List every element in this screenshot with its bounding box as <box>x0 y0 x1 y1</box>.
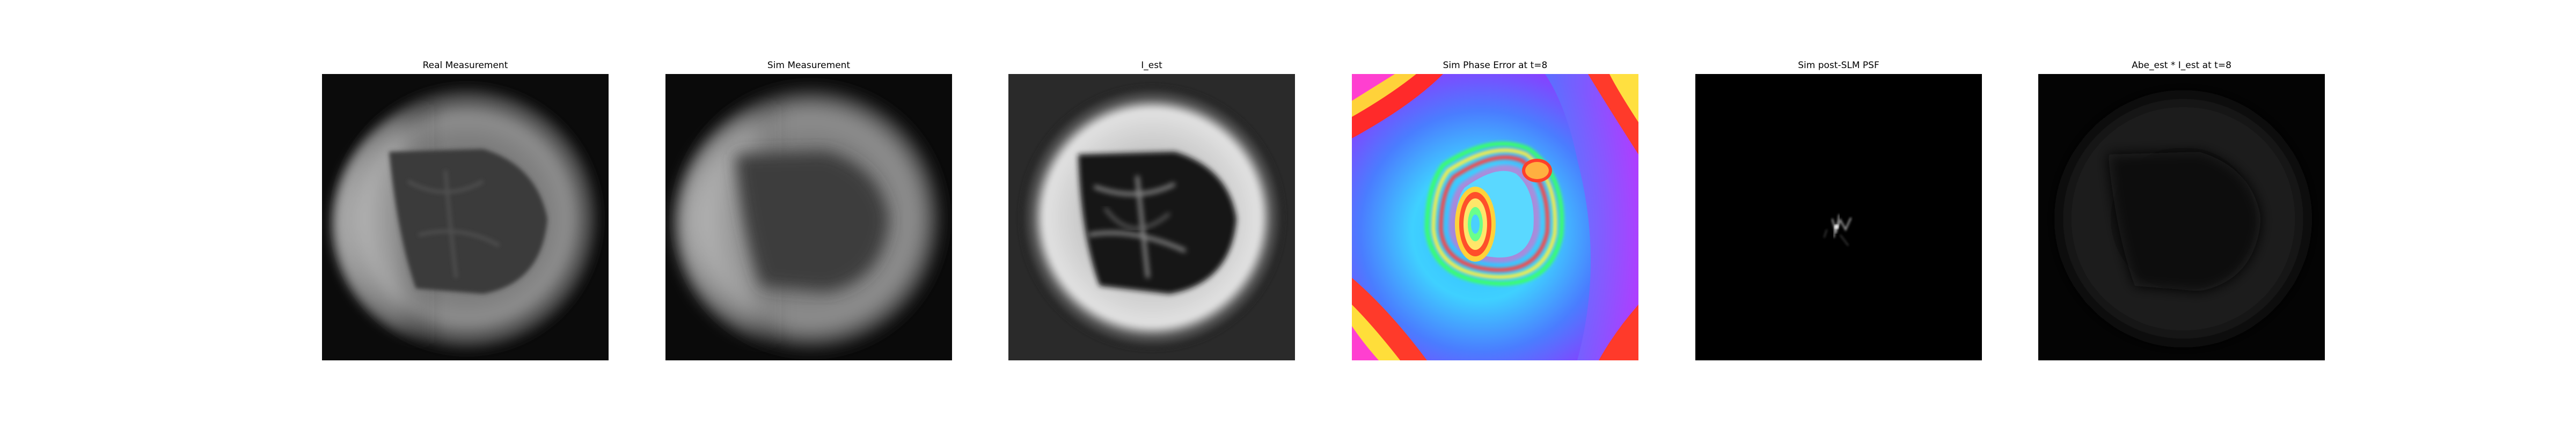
panel-title: Abe_est * I_est at t=8 <box>2132 60 2231 71</box>
abe-est-i-est-image <box>2038 74 2325 360</box>
panel-i-est: I_est <box>1008 58 1295 360</box>
sim-phase-error-image <box>1352 74 1638 360</box>
real-measurement-image <box>322 74 609 360</box>
panel-title: I_est <box>1141 60 1162 71</box>
panel-title: Real Measurement <box>422 60 508 71</box>
panel-real-measurement: Real Measurement <box>322 58 609 360</box>
panel-title: Sim post-SLM PSF <box>1798 60 1879 71</box>
panel-title: Sim Phase Error at t=8 <box>1443 60 1548 71</box>
panel-sim-measurement: Sim Measurement <box>665 58 952 360</box>
sim-measurement-image <box>665 74 952 360</box>
sim-post-slm-psf-image <box>1695 74 1982 360</box>
panel-sim-post-slm-psf: Sim post-SLM PSF <box>1695 58 1982 360</box>
i-est-image <box>1008 74 1295 360</box>
panel-sim-phase-error: Sim Phase Error at t=8 <box>1352 58 1638 360</box>
panel-title: Sim Measurement <box>767 60 851 71</box>
panel-abe-est-i-est: Abe_est * I_est at t=8 <box>2038 58 2325 360</box>
